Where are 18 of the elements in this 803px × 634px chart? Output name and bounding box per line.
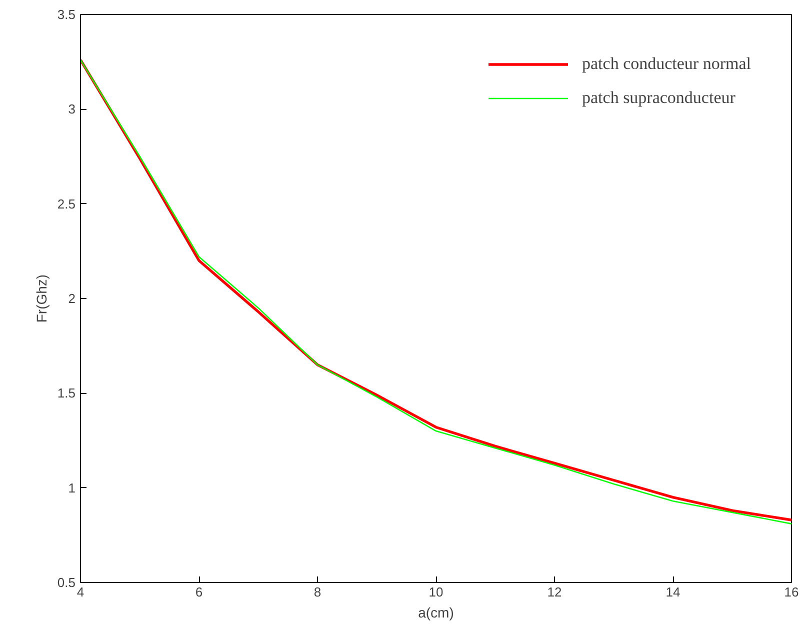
x-tick-label: 6 xyxy=(195,584,203,600)
x-tick-label: 16 xyxy=(784,584,799,600)
y-tick-label: 0.5 xyxy=(57,575,76,590)
legend-label: patch supraconducteur xyxy=(582,88,736,108)
y-tick-label: 3 xyxy=(68,102,76,117)
x-tick-label: 12 xyxy=(547,584,562,600)
x-tick-label: 4 xyxy=(76,584,84,600)
y-tick-label: 2.5 xyxy=(57,196,76,212)
y-tick-label: 1.5 xyxy=(57,386,76,401)
y-tick-label: 2 xyxy=(68,291,76,306)
x-axis-title: a(cm) xyxy=(418,604,454,620)
y-tick-label: 3.5 xyxy=(57,7,76,22)
y-tick-label: 1 xyxy=(68,480,76,496)
x-tick-label: 14 xyxy=(666,584,680,600)
x-tick-label: 8 xyxy=(314,584,322,600)
x-tick-label: 10 xyxy=(428,584,444,600)
legend-label: patch conducteur normal xyxy=(582,54,751,74)
y-axis-title: Fr(Ghz) xyxy=(33,274,50,323)
